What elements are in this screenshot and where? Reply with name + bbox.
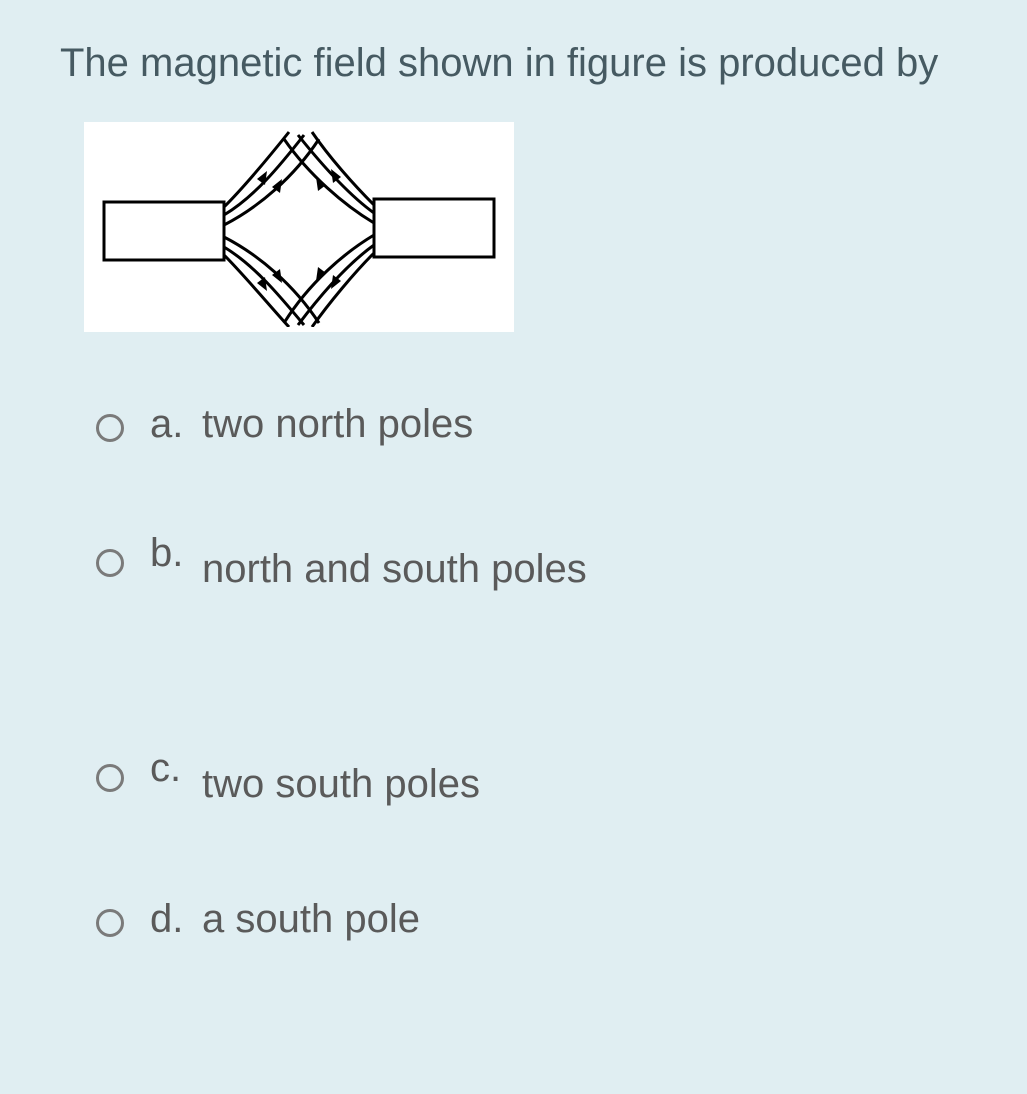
radio-icon [96, 909, 124, 937]
option-letter: b. [150, 531, 202, 576]
question-text: The magnetic field shown in figure is pr… [60, 32, 967, 94]
option-text: two south poles [202, 762, 480, 807]
option-text: north and south poles [202, 547, 587, 592]
option-letter: d. [150, 897, 202, 942]
option-letter: a. [150, 402, 202, 447]
radio-icon [96, 764, 124, 792]
radio-icon [96, 414, 124, 442]
option-d[interactable]: d. a south pole [96, 897, 967, 942]
radio-icon [96, 549, 124, 577]
option-text: two north poles [202, 402, 473, 447]
option-a[interactable]: a. two north poles [96, 402, 967, 447]
option-text: a south pole [202, 897, 420, 942]
option-letter: c. [150, 746, 202, 791]
option-c[interactable]: c. two south poles [96, 752, 967, 797]
option-b[interactable]: b. north and south poles [96, 537, 967, 582]
options-group: a. two north poles b. north and south po… [96, 402, 967, 942]
magnetic-field-diagram [94, 127, 504, 327]
question-figure [84, 122, 514, 332]
